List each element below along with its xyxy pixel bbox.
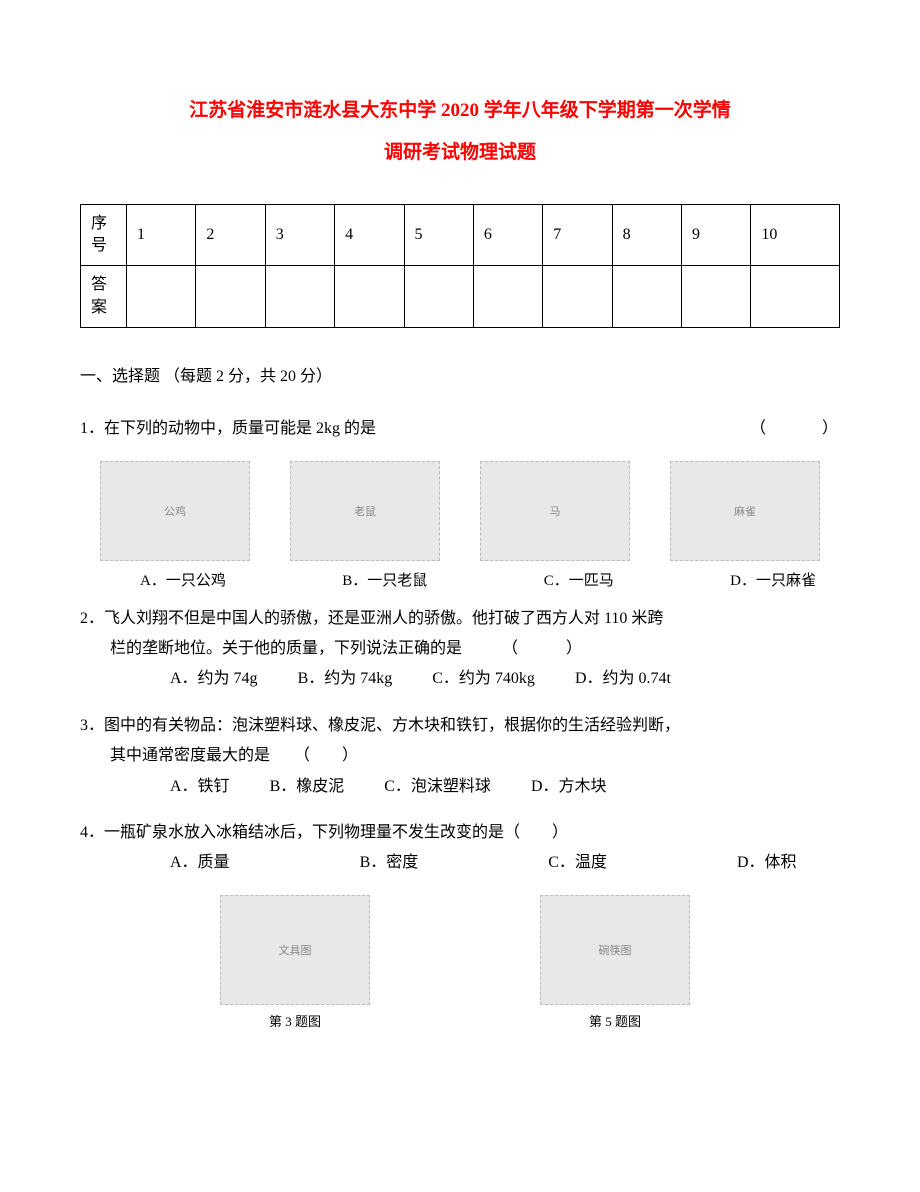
col-num: 3 [265,204,334,266]
q1-text: 在下列的动物中，质量可能是 2kg 的是 [104,414,750,444]
figure-q5-image: 碗筷图 [540,895,690,1005]
q1-img-sparrow: 麻雀 [670,461,820,561]
col-num: 6 [473,204,542,266]
col-num: 2 [196,204,265,266]
q2-opt-c: C．约为 740kg [432,664,535,694]
q2-opt-a: A．约为 74g [170,664,258,694]
answer-cell [127,266,196,328]
q3-opt-a: A．铁钉 [170,772,230,802]
q4-num: 4． [80,818,104,848]
table-row: 答案 [81,266,840,328]
q1-opt-b: B．一只老鼠 [342,569,427,590]
q3-num: 3． [80,711,104,741]
answer-cell [543,266,612,328]
answer-cell [196,266,265,328]
q1-paren: （ ） [750,414,840,444]
q2-opt-d: D．约为 0.74t [575,664,671,694]
section-heading: 一、选择题 （每题 2 分，共 20 分） [80,362,840,386]
q1-num: 1． [80,414,104,444]
q4-opt-a: A．质量 [170,848,230,878]
q1-opt-a: A．一只公鸡 [140,569,226,590]
col-num: 8 [612,204,681,266]
q1-img-horse: 马 [480,461,630,561]
answer-cell [473,266,542,328]
answer-cell [751,266,840,328]
q4-opt-d: D．体积 [737,848,797,878]
q4-text: 一瓶矿泉水放入冰箱结冰后，下列物理量不发生改变的是（ ） [104,818,840,848]
question-1: 1． 在下列的动物中，质量可能是 2kg 的是 （ ） [80,414,840,444]
table-row: 序号 1 2 3 4 5 6 7 8 9 10 [81,204,840,266]
q3-text2: 其中通常密度最大的是 （ ） [80,741,840,771]
q3-opt-c: C．泡沫塑料球 [384,772,491,802]
q4-opt-c: C．温度 [548,848,607,878]
col-num: 4 [335,204,404,266]
q3-options: A．铁钉 B．橡皮泥 C．泡沫塑料球 D．方木块 [80,772,840,802]
q1-opt-d: D．一只麻雀 [730,569,816,590]
q3-opt-b: B．橡皮泥 [270,772,345,802]
q3-opt-d: D．方木块 [531,772,607,802]
answer-cell [265,266,334,328]
question-2: 2． 飞人刘翔不但是中国人的骄傲，还是亚洲人的骄傲。他打破了西方人对 110 米… [80,604,840,695]
q4-options: A．质量 B．密度 C．温度 D．体积 [80,848,840,878]
answer-table: 序号 1 2 3 4 5 6 7 8 9 10 答案 [80,204,840,329]
bottom-figures: 文具图 第 3 题图 碗筷图 第 5 题图 [80,895,840,1030]
q1-options: A．一只公鸡 B．一只老鼠 C．一匹马 D．一只麻雀 [80,569,840,590]
q2-num: 2． [80,604,104,634]
q1-img-mouse: 老鼠 [290,461,440,561]
figure-q5-caption: 第 5 题图 [540,1011,690,1030]
q1-img-rooster: 公鸡 [100,461,250,561]
figure-q3-image: 文具图 [220,895,370,1005]
col-num: 1 [127,204,196,266]
row-label: 答案 [81,266,127,328]
col-num: 7 [543,204,612,266]
q2-opt-b: B．约为 74kg [298,664,393,694]
answer-cell [612,266,681,328]
q1-opt-c: C．一匹马 [544,569,614,590]
doc-title-line2: 调研考试物理试题 [80,132,840,174]
question-3: 3． 图中的有关物品：泡沫塑料球、橡皮泥、方木块和铁钉，根据你的生活经验判断， … [80,711,840,802]
q1-images: 公鸡 老鼠 马 麻雀 [80,461,840,561]
q2-text1: 飞人刘翔不但是中国人的骄傲，还是亚洲人的骄傲。他打破了西方人对 110 米跨 [104,604,840,634]
figure-q5: 碗筷图 第 5 题图 [540,895,690,1030]
answer-cell [682,266,751,328]
figure-q3-caption: 第 3 题图 [220,1011,370,1030]
col-num: 5 [404,204,473,266]
question-4: 4． 一瓶矿泉水放入冰箱结冰后，下列物理量不发生改变的是（ ） A．质量 B．密… [80,818,840,879]
row-label: 序号 [81,204,127,266]
q2-text2: 栏的垄断地位。关于他的质量，下列说法正确的是 （ ） [80,634,840,664]
q4-opt-b: B．密度 [360,848,419,878]
q2-options: A．约为 74g B．约为 74kg C．约为 740kg D．约为 0.74t [80,664,840,694]
figure-q3: 文具图 第 3 题图 [220,895,370,1030]
col-num: 9 [682,204,751,266]
q3-text1: 图中的有关物品：泡沫塑料球、橡皮泥、方木块和铁钉，根据你的生活经验判断， [104,711,840,741]
answer-cell [335,266,404,328]
col-num: 10 [751,204,840,266]
doc-title-line1: 江苏省淮安市涟水县大东中学 2020 学年八年级下学期第一次学情 [80,90,840,132]
answer-cell [404,266,473,328]
